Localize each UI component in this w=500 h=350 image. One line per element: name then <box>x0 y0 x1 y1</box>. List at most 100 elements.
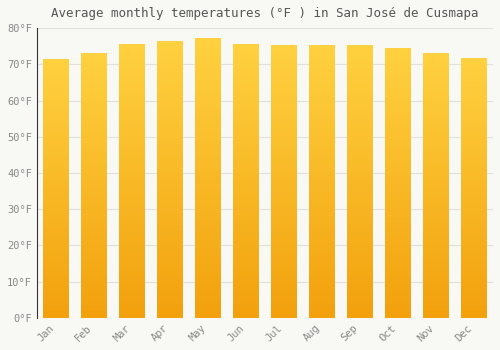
Bar <box>384 244 411 247</box>
Bar <box>194 59 221 63</box>
Bar <box>232 136 259 140</box>
Bar <box>42 201 69 204</box>
Bar <box>118 256 145 260</box>
Bar <box>194 66 221 70</box>
Bar <box>422 103 450 106</box>
Bar <box>156 221 183 225</box>
Bar <box>346 172 374 175</box>
Bar <box>308 113 336 117</box>
Bar <box>270 90 297 93</box>
Bar <box>422 272 450 275</box>
Bar <box>422 70 450 73</box>
Bar <box>156 145 183 148</box>
Bar <box>156 197 183 201</box>
Bar <box>118 92 145 95</box>
Bar <box>156 187 183 190</box>
Bar <box>346 270 374 274</box>
Bar <box>118 284 145 287</box>
Bar <box>346 90 374 93</box>
Bar <box>308 209 336 212</box>
Bar <box>118 140 145 143</box>
Bar <box>460 246 487 250</box>
Bar <box>232 140 259 143</box>
Bar <box>118 253 145 256</box>
Bar <box>42 120 69 124</box>
Bar <box>270 287 297 290</box>
Bar <box>118 102 145 105</box>
Bar <box>118 47 145 50</box>
Bar <box>460 191 487 194</box>
Bar <box>232 102 259 105</box>
Bar <box>422 166 450 169</box>
Bar <box>118 163 145 167</box>
Bar <box>308 280 336 284</box>
Bar <box>346 175 374 178</box>
Bar <box>194 122 221 126</box>
Bar <box>384 220 411 223</box>
Bar <box>460 250 487 253</box>
Bar <box>194 119 221 122</box>
Bar <box>118 270 145 273</box>
Bar <box>270 267 297 270</box>
Bar <box>346 97 374 100</box>
Bar <box>118 184 145 188</box>
Bar <box>308 148 336 151</box>
Bar <box>270 113 297 117</box>
Bar <box>118 276 145 280</box>
Bar <box>42 292 69 295</box>
Bar <box>194 63 221 66</box>
Bar <box>156 262 183 266</box>
Bar <box>42 133 69 136</box>
Bar <box>270 56 297 59</box>
Bar <box>422 146 450 149</box>
Bar <box>270 107 297 110</box>
Bar <box>42 91 69 94</box>
Bar <box>308 76 336 79</box>
Bar <box>118 297 145 301</box>
Bar <box>460 146 487 149</box>
Bar <box>422 86 450 90</box>
Bar <box>460 149 487 152</box>
Bar <box>384 98 411 102</box>
Bar <box>308 97 336 100</box>
Bar <box>156 97 183 100</box>
Bar <box>384 139 411 142</box>
Bar <box>346 192 374 195</box>
Bar <box>118 259 145 263</box>
Bar <box>346 148 374 151</box>
Bar <box>460 74 487 77</box>
Bar <box>118 290 145 294</box>
Bar <box>308 83 336 86</box>
Bar <box>118 146 145 150</box>
Bar <box>270 216 297 219</box>
Bar <box>346 243 374 246</box>
Bar <box>194 265 221 269</box>
Bar <box>42 59 69 62</box>
Bar <box>308 294 336 298</box>
Bar <box>270 141 297 144</box>
Bar <box>270 198 297 202</box>
Bar <box>42 78 69 82</box>
Bar <box>270 46 297 49</box>
Bar <box>232 119 259 122</box>
Bar <box>270 154 297 158</box>
Bar <box>156 76 183 79</box>
Bar <box>156 83 183 86</box>
Bar <box>194 206 221 210</box>
Bar <box>118 57 145 61</box>
Bar <box>422 73 450 77</box>
Bar <box>346 239 374 243</box>
Bar <box>422 159 450 162</box>
Bar <box>384 180 411 183</box>
Bar <box>194 42 221 45</box>
Bar <box>42 88 69 91</box>
Bar <box>346 56 374 59</box>
Bar <box>156 218 183 221</box>
Bar <box>308 172 336 175</box>
Bar <box>42 117 69 120</box>
Bar <box>460 126 487 129</box>
Bar <box>232 266 259 270</box>
Bar <box>308 62 336 66</box>
Bar <box>384 206 411 210</box>
Bar <box>42 188 69 191</box>
